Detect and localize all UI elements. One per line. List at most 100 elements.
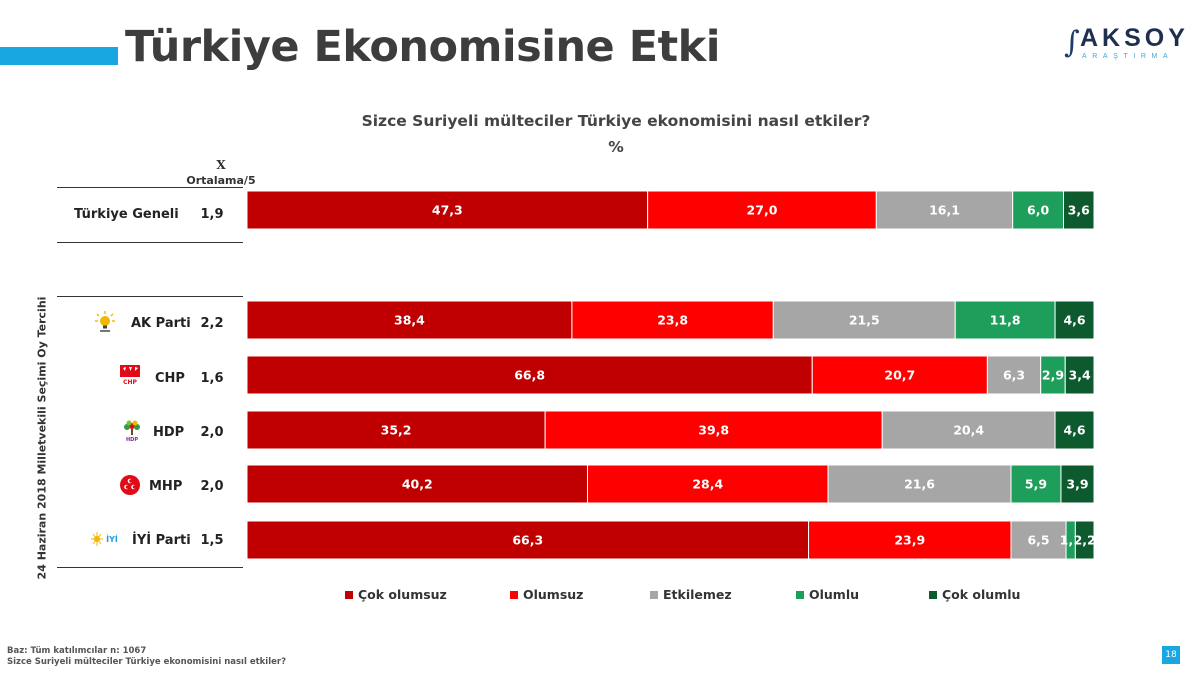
bar-value-label: 20,4: [953, 423, 984, 438]
row-label-turkiye: Türkiye Geneli: [74, 207, 179, 222]
bar-value-label: 4,6: [1063, 313, 1085, 328]
bar-value-label: 16,1: [929, 203, 960, 218]
footer-base: Baz: Tüm katılımcılar n: 1067: [7, 646, 147, 656]
bar-segment: [772, 300, 956, 340]
bar-segment: [246, 520, 810, 560]
bar-value-label: 2,9: [1042, 368, 1064, 383]
bar-segment: [808, 520, 1012, 560]
legend-item-olumlu: Olumlu: [796, 587, 859, 605]
legend-item-cok-olumlu: Çok olumlu: [929, 587, 1020, 605]
bar-value-label: 66,8: [514, 368, 545, 383]
iyi-sun-icon: İYİ: [91, 532, 118, 546]
hdp-tree-icon: HDP: [124, 420, 140, 442]
bar-segment: [1010, 520, 1067, 560]
bar-segment: [1054, 410, 1095, 450]
bar-segment: [1040, 355, 1066, 395]
bar-segment: [571, 300, 774, 340]
legend-swatch: [510, 590, 518, 599]
question-line: Sizce Suriyeli mülteciler Türkiye ekonom…: [361, 112, 871, 130]
bar-segment: [1063, 190, 1095, 230]
bar-segment: [875, 190, 1014, 230]
row-average: 1,6: [200, 371, 224, 386]
table-divider: [57, 242, 243, 243]
row-label-chp: CHP: [155, 371, 185, 386]
logo-mark-icon: ∫: [1064, 25, 1080, 60]
row-label-mhp: MHP: [149, 479, 183, 494]
bar-value-label: 11,8: [990, 313, 1021, 328]
bar-segment: [1010, 464, 1062, 504]
bar-value-label: 66,3: [512, 533, 543, 548]
bar-segment: [827, 464, 1012, 504]
logo-main-text: AKSOY: [1080, 24, 1189, 52]
legend-label: Etkilemez: [663, 587, 732, 602]
bar-value-label: 39,8: [698, 423, 729, 438]
bar-value-label: 3,4: [1069, 368, 1091, 383]
bar-segment: [246, 355, 813, 395]
bar-segment: [1012, 190, 1065, 230]
bar-segment: [246, 464, 588, 504]
bar-value-label: 27,0: [747, 203, 778, 218]
bar-value-label: 47,3: [432, 203, 463, 218]
row-label-akp: AK Parti: [131, 316, 191, 331]
mhp-crescents-icon: [120, 475, 140, 495]
bar-value-label: 40,2: [402, 477, 433, 492]
legend-label: Çok olumsuz: [358, 587, 447, 602]
bar-value-label: 6,0: [1027, 203, 1049, 218]
bar-value-label: 3,6: [1068, 203, 1090, 218]
svg-text:CHP: CHP: [123, 379, 137, 386]
bar-segment: [544, 410, 883, 450]
row-average: 2,2: [200, 316, 224, 331]
bar-value-label: 23,9: [894, 533, 925, 548]
title-accent-bar: [0, 47, 118, 65]
bar-segment: [1060, 464, 1095, 504]
mean-symbol: X: [216, 158, 226, 172]
bar-value-label: 20,7: [884, 368, 915, 383]
aksoy-logo: ∫ AKSOY ARAŞTIRMA: [1064, 24, 1185, 68]
bar-segment: [1074, 520, 1095, 560]
bar-value-label: 6,5: [1027, 533, 1049, 548]
bar-segment: [954, 300, 1056, 340]
bar-value-label: 23,8: [657, 313, 688, 328]
bar-value-label: 21,6: [904, 477, 935, 492]
bar-value-label: 38,4: [394, 313, 425, 328]
bar-value-label: 3,9: [1066, 477, 1088, 492]
svg-text:İYİ: İYİ: [106, 534, 118, 544]
table-divider: [57, 567, 243, 568]
chp-arrows-icon: CHP: [120, 365, 140, 386]
bar-value-label: 6,3: [1003, 368, 1025, 383]
row-average: 1,9: [200, 207, 224, 222]
bar-segment: [811, 355, 988, 395]
row-average: 1,5: [200, 533, 224, 548]
bar-value-label: 4,6: [1063, 423, 1085, 438]
row-average: 2,0: [200, 425, 224, 440]
svg-text:HDP: HDP: [126, 437, 138, 442]
average-header-label: Ortalama/5: [186, 174, 256, 187]
logo-sub-text: ARAŞTIRMA: [1082, 53, 1174, 60]
bar-segment: [1054, 300, 1095, 340]
legend-swatch: [796, 590, 804, 599]
table-divider: [57, 296, 243, 297]
bar-value-label: 2,2: [1074, 533, 1096, 548]
bar-value-label: 5,9: [1025, 477, 1047, 492]
bar-value-label: 28,4: [692, 477, 723, 492]
bar-segment: [586, 464, 829, 504]
legend-swatch: [650, 590, 658, 599]
legend-item-olumsuz: Olumsuz: [510, 587, 583, 605]
bar-segment: [246, 190, 649, 230]
row-label-iyi: İYİ Parti: [132, 533, 191, 548]
row-label-hdp: HDP: [153, 425, 185, 440]
legend-label: Olumlu: [809, 587, 860, 602]
akp-lightbulb-icon: [95, 311, 115, 332]
bar-value-label: 35,2: [381, 423, 412, 438]
bar-segment: [246, 300, 573, 340]
table-divider: [57, 187, 243, 188]
page-number: 18: [1162, 646, 1180, 664]
bar-segment: [1064, 355, 1095, 395]
row-average: 2,0: [200, 479, 224, 494]
legend-item-cok-olumsuz: Çok olumsuz: [345, 587, 447, 605]
page-title: Türkiye Ekonomisine Etki: [125, 22, 720, 72]
bar-value-label: 21,5: [849, 313, 880, 328]
bar-segment: [647, 190, 877, 230]
legend-swatch: [345, 590, 353, 599]
footer-question: Sizce Suriyeli mülteciler Türkiye ekonom…: [7, 657, 287, 667]
